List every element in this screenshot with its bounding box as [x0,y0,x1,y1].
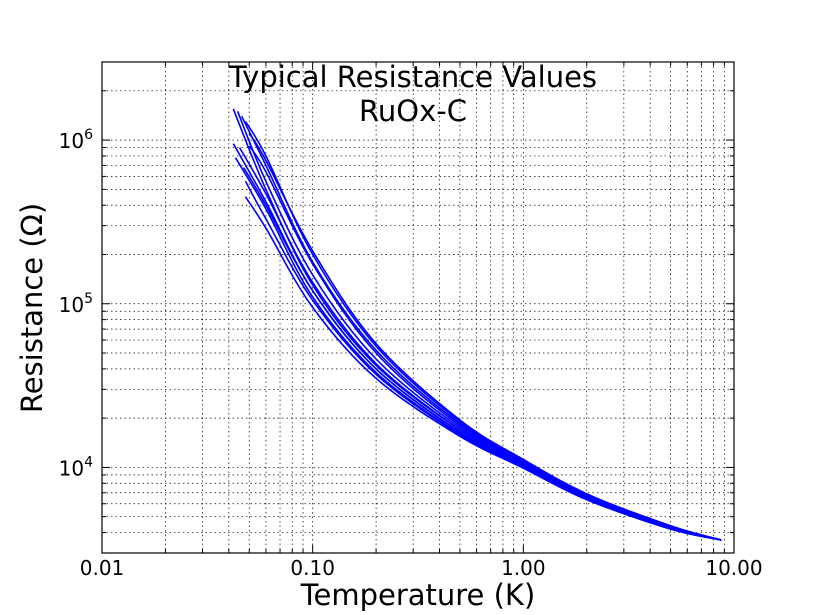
x-tick-label: 10.00 [705,556,762,580]
y-axis-label: Resistance (Ω) [15,203,49,413]
y-tick-labels: 104 105 106 [59,127,93,480]
x-axis-label: Temperature (K) [300,578,536,612]
series-line-12 [248,145,722,541]
ticks [101,61,734,554]
chart-subtitle: RuOx-C [359,94,467,128]
chart-title: Typical Resistance Values [228,60,597,94]
x-tick-label: 0.01 [80,556,125,580]
y-tick-label: 105 [59,291,93,317]
series-lines [232,108,722,541]
plot-frame [101,61,735,554]
series-line-11 [244,180,722,541]
y-tick-label: 104 [59,454,93,480]
x-tick-labels: 0.01 0.10 1.00 10.00 [80,556,763,580]
y-tick-label: 106 [59,127,93,153]
series-line-9 [242,167,722,541]
x-tick-label: 1.00 [501,556,546,580]
series-line-5 [248,132,722,541]
x-tick-label: 0.10 [290,556,335,580]
